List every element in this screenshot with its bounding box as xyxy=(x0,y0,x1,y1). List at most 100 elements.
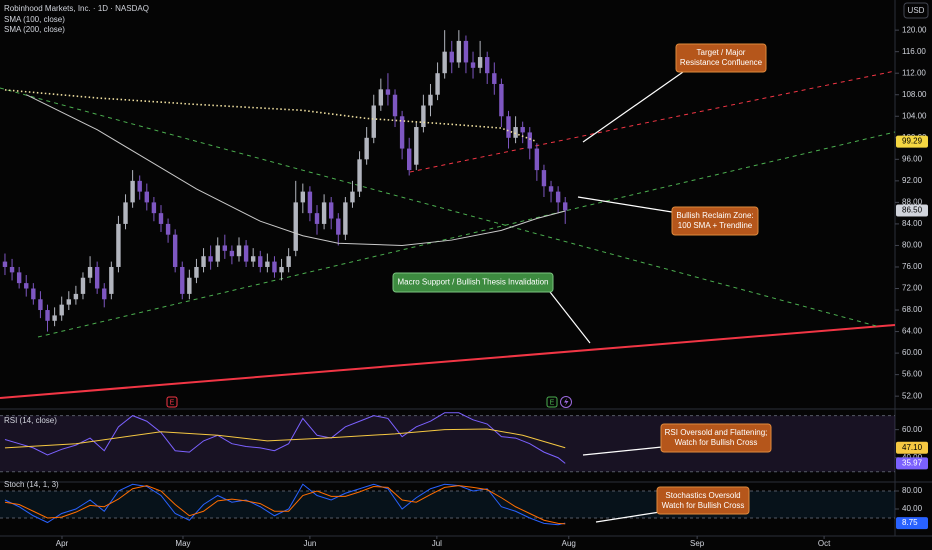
x-tick-label: Jun xyxy=(303,539,316,548)
annotation: RSI Oversold and Flattening; Watch for B… xyxy=(660,423,772,453)
annotation-text: Macro Support / Bullish Thesis Invalidat… xyxy=(397,278,548,287)
candle-body xyxy=(421,105,426,128)
annotation: Bullish Reclaim Zone: 100 SMA + Trendlin… xyxy=(671,206,759,236)
price-tag-label: 86.50 xyxy=(902,206,923,215)
candle-body xyxy=(449,51,454,63)
annotation-text: Watch for Bullish Cross xyxy=(662,501,745,510)
currency-label[interactable]: USD xyxy=(908,6,925,15)
event-icon xyxy=(166,396,178,408)
candle-body xyxy=(527,132,532,149)
annotation-box xyxy=(671,206,759,236)
candle-body xyxy=(144,191,150,203)
annotation-box xyxy=(392,272,554,293)
candle-body xyxy=(215,245,220,262)
candle-body xyxy=(470,62,476,68)
candle-body xyxy=(506,116,511,138)
candle-body xyxy=(265,261,270,267)
band xyxy=(0,491,895,518)
candle-body xyxy=(31,288,36,300)
y-tick-label: 64.00 xyxy=(902,327,923,336)
candle-body xyxy=(172,234,178,267)
candle-body xyxy=(229,250,235,257)
line-series xyxy=(4,428,566,449)
x-tick-label: Oct xyxy=(818,539,831,548)
x-tick-label: Apr xyxy=(56,539,69,548)
candle-body xyxy=(16,272,22,284)
y-tick-label: 60.00 xyxy=(902,425,923,434)
x-tick-label: Jul xyxy=(432,539,442,548)
candle-body xyxy=(187,277,192,294)
event-icon xyxy=(546,396,558,408)
candle-body xyxy=(563,202,568,211)
annotation-text: Stochastics Oversold xyxy=(665,491,740,500)
candle-body xyxy=(321,202,327,224)
annotation: Stochastics Oversold Watch for Bullish C… xyxy=(656,486,750,515)
candle-body xyxy=(548,186,554,192)
candle-body xyxy=(336,218,341,235)
candle-body xyxy=(165,223,171,235)
y-tick-label: 68.00 xyxy=(902,305,923,314)
candle-body xyxy=(435,73,440,95)
candle-body xyxy=(52,315,57,321)
pane-title: Stoch (14, 1, 3) xyxy=(4,480,59,489)
candle-body xyxy=(463,40,469,63)
candle-body xyxy=(293,202,298,251)
candle-body xyxy=(371,105,376,138)
candle-body xyxy=(357,159,362,192)
candle-body xyxy=(314,213,320,224)
y-tick-label: 108.00 xyxy=(902,90,927,99)
candle-body xyxy=(208,256,213,262)
candle-body xyxy=(555,191,561,203)
candle-body xyxy=(123,202,128,224)
candle-body xyxy=(499,83,504,117)
candle-body xyxy=(300,191,306,203)
line-series xyxy=(4,412,566,464)
callout-line xyxy=(549,291,591,344)
candle-body xyxy=(87,266,93,278)
event-icons: E E xyxy=(166,396,572,408)
candle-body xyxy=(194,266,199,278)
candle-body xyxy=(350,191,355,203)
chart-title: Robinhood Markets, Inc. · 1D · NASDAQ xyxy=(4,4,149,13)
candle-body xyxy=(151,202,157,214)
annotation: Target / Major Resistance Confluence xyxy=(675,43,767,73)
candle-body xyxy=(222,245,228,251)
y-tick-label: 96.00 xyxy=(902,154,923,163)
candle-body xyxy=(520,127,525,133)
candle-body xyxy=(343,202,348,235)
candle-body xyxy=(399,116,405,149)
y-tick-label: 112.00 xyxy=(902,68,926,77)
y-tick-label: 80.00 xyxy=(902,241,923,250)
candle-body xyxy=(541,170,547,187)
y-tick-label: 60.00 xyxy=(902,348,923,357)
line-series xyxy=(4,89,538,143)
candle-body xyxy=(279,266,284,273)
candle-body xyxy=(38,299,43,311)
y-tick-label: 72.00 xyxy=(902,284,923,293)
y-tick-label: 52.00 xyxy=(902,391,923,400)
candle-body xyxy=(102,288,107,300)
pane-title: RSI (14, close) xyxy=(4,416,57,425)
line-series xyxy=(4,485,566,525)
price-tag xyxy=(896,457,928,470)
candle-body xyxy=(180,266,185,294)
callout-line xyxy=(582,71,684,143)
currency-button[interactable] xyxy=(903,2,929,19)
x-tick-label: Sep xyxy=(690,539,705,548)
annotation-text: 100 SMA + Trendline xyxy=(678,221,753,230)
candle-body xyxy=(59,304,64,316)
callout-line xyxy=(577,196,673,213)
candle-body xyxy=(414,127,419,165)
candle-body xyxy=(272,261,277,273)
candle-body xyxy=(66,299,71,305)
annotation-box xyxy=(675,43,767,73)
callouts xyxy=(549,71,684,523)
price-tag-label: 35.97 xyxy=(902,458,923,467)
candle-body xyxy=(45,310,50,321)
candle-body xyxy=(378,89,384,106)
line-series xyxy=(26,94,566,246)
candle-body xyxy=(364,137,369,160)
candle-body xyxy=(130,180,135,203)
annotation-box xyxy=(656,486,750,515)
